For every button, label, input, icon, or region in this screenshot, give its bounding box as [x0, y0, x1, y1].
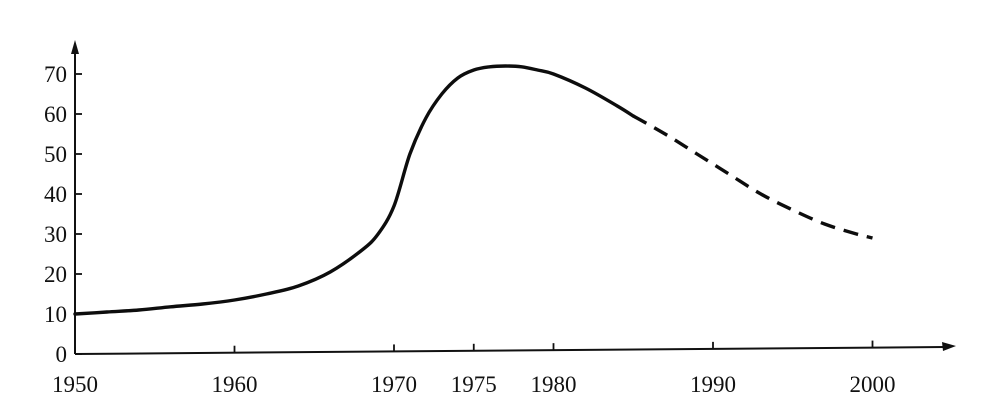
- y-tick-label-10: 10: [44, 302, 67, 327]
- series-group: [73, 64, 873, 316]
- y-tick-label-70: 70: [44, 62, 67, 87]
- x-ticks: 1950 1960 1970 1975 1980 1990 2000: [52, 340, 896, 397]
- y-tick-label-20: 20: [44, 262, 67, 287]
- series-line-solid: [73, 64, 635, 316]
- x-tick-label-2000: 2000: [850, 372, 896, 397]
- x-axis: [74, 346, 946, 355]
- y-tick-label-0: 0: [56, 342, 68, 367]
- y-tick-label-50: 50: [44, 142, 67, 167]
- y-ticks: 0 10 20 30 40 50 60 70: [44, 62, 82, 367]
- y-tick-label-30: 30: [44, 222, 67, 247]
- x-axis-arrow: [942, 342, 956, 351]
- axes: [71, 40, 956, 355]
- y-tick-label-40: 40: [44, 182, 67, 207]
- x-tick-label-1990: 1990: [690, 372, 736, 397]
- x-tick-label-1975: 1975: [451, 372, 497, 397]
- x-tick-label-1970: 1970: [371, 372, 417, 397]
- x-tick-label-1960: 1960: [212, 372, 258, 397]
- x-tick-label-1950: 1950: [52, 372, 98, 397]
- y-axis-arrow: [71, 40, 79, 54]
- y-tick-label-60: 60: [44, 102, 67, 127]
- series-line-dashed: [632, 114, 873, 240]
- x-tick-label-1980: 1980: [531, 372, 577, 397]
